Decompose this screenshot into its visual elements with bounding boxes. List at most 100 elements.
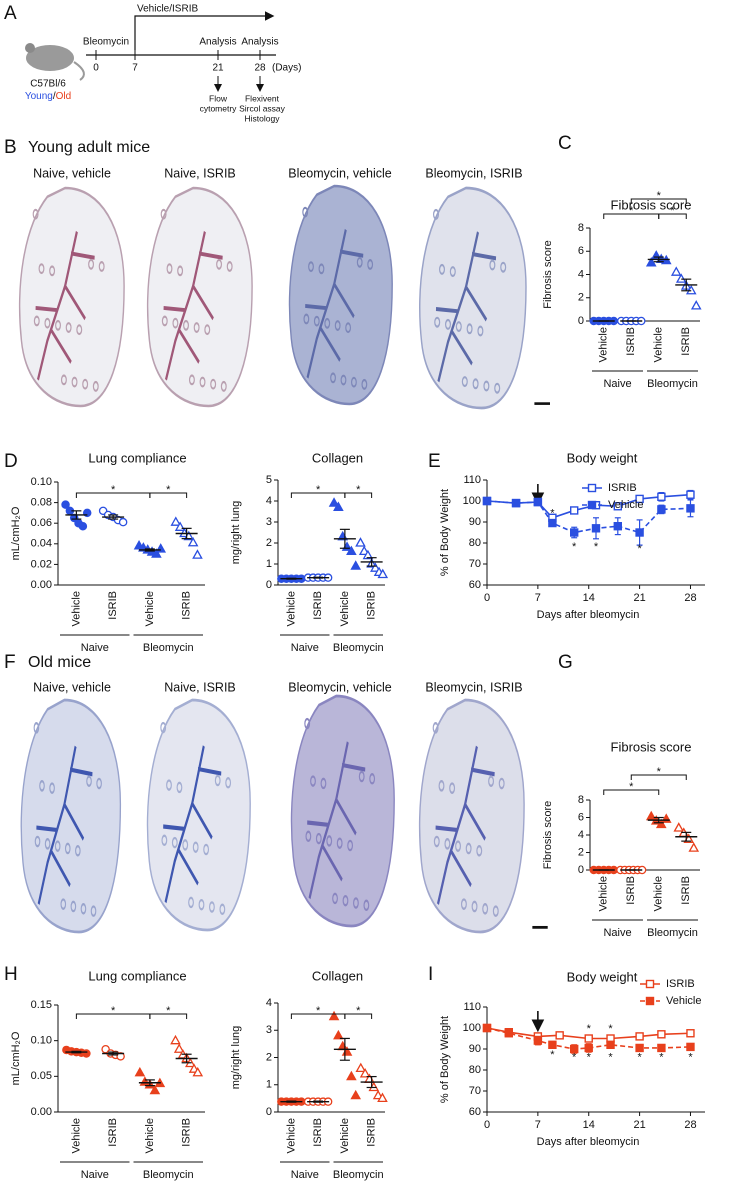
data-point [673, 822, 685, 832]
alveolar-spot [160, 208, 167, 220]
significance-bracket [603, 213, 660, 219]
alveolar-spot [33, 315, 40, 327]
data-point [686, 504, 695, 513]
readout: cytometry [200, 103, 238, 113]
alveolar-spot [472, 378, 479, 390]
day-label: 28 [254, 63, 266, 74]
alveolar-spot [310, 775, 316, 787]
x-tick-label: ISRIB [680, 876, 692, 905]
x-axis-label: Days after bleomycin [537, 1136, 640, 1148]
y-tick-label: 4 [266, 495, 272, 507]
significance-label: * [356, 484, 361, 496]
image-caption: Naive, ISRIB [164, 680, 236, 694]
data-point [355, 1062, 367, 1073]
group-label: Naive [603, 927, 631, 939]
analysis-label: Analysis [241, 37, 278, 48]
group-label: Bleomycin [143, 642, 194, 654]
alveolar-spot [39, 780, 45, 792]
old-label: Old [56, 91, 72, 102]
y-tick-label: 8 [578, 222, 584, 234]
alveolar-spot [188, 896, 194, 909]
alveolar-spot [433, 835, 440, 848]
timeline: C57Bl/6 Young/Old Bleomycin 0 7 21 28 (D… [25, 4, 302, 124]
x-tick-label: ISRIB [366, 591, 378, 620]
significance-label: * [657, 766, 662, 778]
alveolar-spot [326, 835, 333, 847]
y-tick-label: 90 [469, 1043, 481, 1055]
alveolar-spot [439, 263, 446, 275]
x-tick-label: 0 [484, 592, 490, 604]
significance-bracket [290, 1013, 346, 1019]
data-point [192, 1066, 204, 1077]
alveolar-spot [466, 323, 473, 335]
alveolar-spot [71, 376, 78, 388]
data-point [173, 1043, 185, 1053]
alveolar-spot [330, 372, 336, 384]
significance-bracket [630, 198, 687, 204]
y-tick-label: 0.04 [31, 538, 52, 550]
alveolar-spot [55, 319, 61, 331]
data-point [548, 1040, 557, 1050]
y-tick-label: 70 [469, 558, 481, 570]
data-point [116, 1052, 125, 1061]
y-tick-label: 1 [266, 558, 272, 570]
image-caption: Bleomycin, ISRIB [425, 680, 522, 694]
airway [435, 745, 495, 906]
alveolar-spot [193, 322, 200, 333]
x-tick-label: ISRIB [181, 1118, 193, 1147]
alveolar-spot [220, 380, 227, 392]
lung-image [146, 186, 253, 408]
y-axis-label: mg/right lung [230, 1026, 242, 1090]
lung-image [419, 186, 550, 410]
x-tick-label: 0 [484, 1119, 490, 1131]
significance-label: * [111, 1005, 116, 1017]
alveolar-spot [492, 905, 499, 917]
significance-label: * [550, 508, 555, 520]
x-tick-label: Vehicle [144, 1118, 156, 1153]
legend-label: ISRIB [608, 482, 637, 494]
data-point [350, 1089, 362, 1100]
y-tick-label: 2 [578, 846, 584, 858]
data-point [686, 1042, 695, 1052]
alveolar-spot [90, 905, 97, 917]
x-tick-label: 7 [535, 1119, 541, 1131]
significance-label: * [688, 1051, 693, 1063]
lung-image [288, 184, 393, 406]
x-tick-label: 14 [583, 592, 595, 604]
day-label: 21 [212, 63, 224, 74]
group-label: Bleomycin [333, 642, 384, 654]
significance-label: * [111, 484, 116, 496]
alveolar-spot [183, 319, 189, 331]
alveolar-spot [455, 840, 461, 852]
mouse-icon [26, 45, 74, 71]
alveolar-spot [65, 322, 72, 333]
lung-image [418, 698, 548, 934]
x-tick-label: 21 [633, 1119, 645, 1131]
data-point [170, 1034, 181, 1045]
alveolar-spot [64, 842, 71, 855]
alveolar-spot [361, 378, 368, 390]
x-tick-label: Vehicle [598, 876, 610, 911]
alveolar-spot [340, 374, 347, 386]
y-tick-label: 0.06 [31, 517, 52, 529]
histology-title: Young adult mice [28, 139, 150, 156]
legend-marker [587, 500, 597, 510]
y-tick-label: 0 [578, 315, 584, 327]
data-point [359, 1068, 371, 1078]
chart-title: Lung compliance [88, 968, 186, 983]
image-caption: Bleomycin, vehicle [288, 166, 392, 180]
airways [36, 745, 93, 906]
data-point [328, 1010, 340, 1021]
x-tick-label: 21 [633, 592, 645, 604]
chart-title: Fibrosis score [611, 197, 692, 212]
legend-marker [587, 483, 597, 493]
y-tick-label: 8 [578, 794, 584, 806]
y-axis-label: mL/cmH₂O [10, 506, 22, 560]
day-label: 0 [93, 63, 99, 74]
significance-bracket [75, 492, 151, 498]
alveolar-spot [209, 901, 215, 913]
alveolar-spot [304, 717, 311, 730]
x-tick-label: ISRIB [107, 1118, 119, 1147]
significance-label: * [587, 1023, 592, 1035]
data-point [151, 548, 162, 558]
